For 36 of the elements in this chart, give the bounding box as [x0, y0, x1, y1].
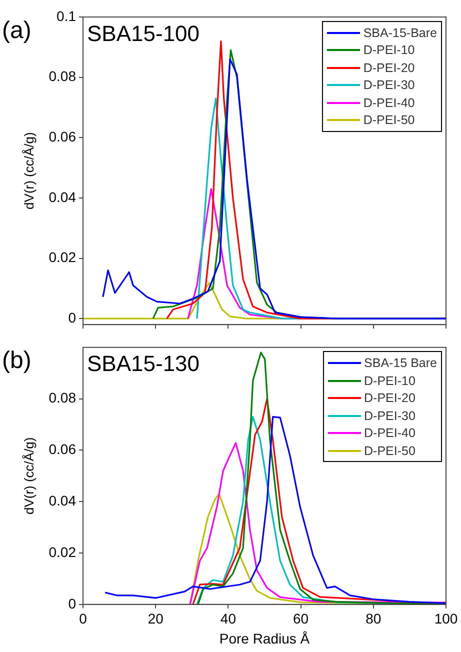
legend-label: D-PEI-40 [364, 426, 416, 440]
y-axis-title: dV(r) (cc/Å/g) [21, 437, 36, 515]
legend-label: D-PEI-50 [363, 113, 415, 128]
annotation: SBA15-130 [87, 351, 200, 376]
legend-label: SBA-15 Bare [364, 356, 437, 370]
x-tick-label: 100 [434, 610, 458, 627]
x-tick-label: 0 [79, 610, 88, 627]
y-tick-label: 0.1 [56, 8, 76, 24]
y-tick-label: 0.04 [48, 188, 76, 205]
y-axis-title: dV(r) (cc/Å/g) [21, 132, 36, 210]
legend-label: D-PEI-20 [364, 391, 416, 406]
text: (b) [2, 347, 32, 374]
y-tick-label: 0 [68, 595, 76, 612]
y-tick-label: 0.08 [48, 390, 76, 406]
y-tick-label: 0.02 [48, 249, 76, 266]
legend-label: D-PEI-40 [363, 96, 415, 110]
x-tick-label: 80 [366, 610, 382, 627]
x-tick-label: 60 [293, 610, 309, 627]
x-tick-label: 40 [220, 610, 236, 627]
legend-label: D-PEI-30 [364, 408, 416, 423]
y-tick-label: 0.02 [48, 544, 76, 560]
y-tick-label: 0.08 [48, 68, 76, 84]
annotation: SBA15-100 [87, 21, 200, 46]
legend-label: D-PEI-10 [364, 374, 416, 388]
legend-label: D-PEI-10 [363, 43, 415, 58]
x-axis-title: Pore Radius Å [219, 630, 310, 646]
y-tick-label: 0.06 [48, 128, 76, 144]
legend-label: D-PEI-50 [364, 444, 416, 458]
x-tick-label: 20 [148, 610, 164, 627]
legend-label: D-PEI-20 [363, 60, 415, 75]
legend-label: D-PEI-30 [363, 78, 415, 92]
y-tick-label: 0 [68, 309, 76, 326]
y-tick-label: 0.06 [48, 441, 76, 458]
y-tick-label: 0.04 [48, 492, 76, 508]
text: (a) [2, 17, 32, 44]
legend-label: SBA-15-Bare [363, 26, 437, 40]
